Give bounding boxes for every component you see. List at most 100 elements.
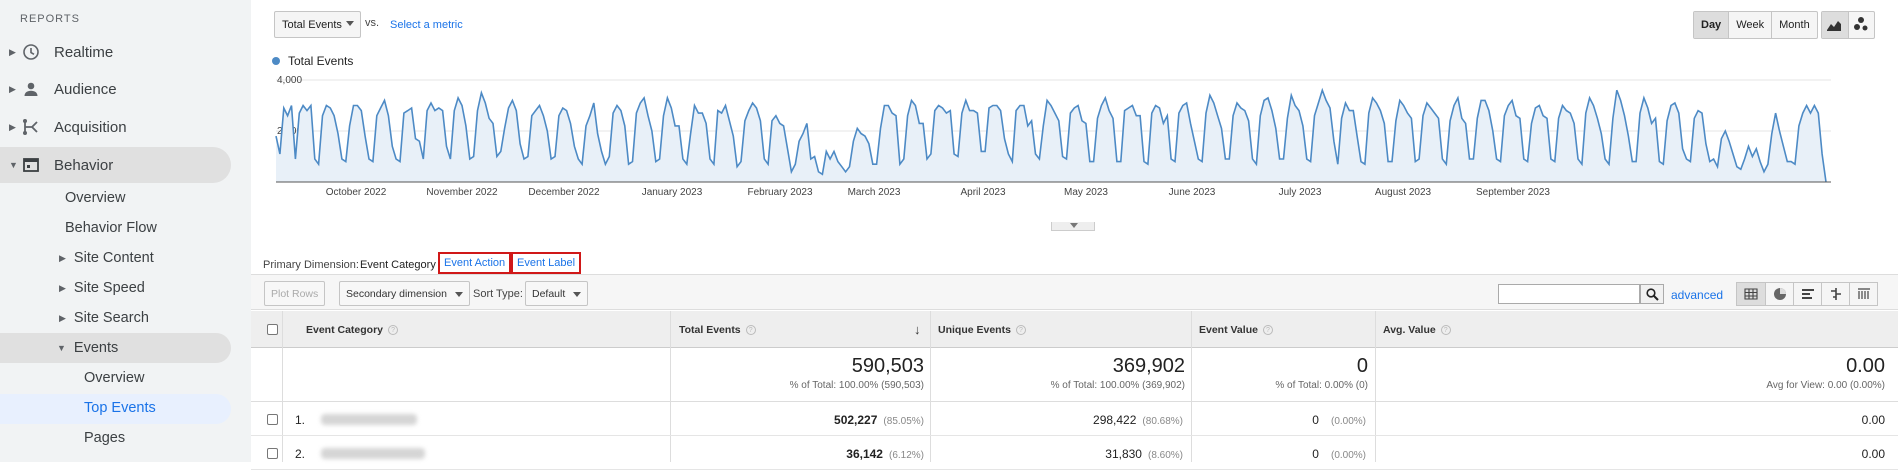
period-toggle: Day Week Month [1693,11,1818,39]
series-area [276,90,1826,182]
chart-collapse-tab[interactable] [1051,222,1095,231]
event-value-cell: 0 (0.00%) [1312,413,1366,427]
primary-dimension-current: Event Category [360,259,436,271]
table-toolbar: Plot Rows Secondary dimension Sort Type:… [251,274,1898,310]
sidebar-item-audience[interactable]: ▶ Audience [0,71,231,107]
motion-chart-button[interactable] [1848,12,1874,38]
x-tick-label: April 2023 [960,187,1005,198]
select-metric-link[interactable]: Select a metric [390,19,463,31]
primary-dimension-label: Primary Dimension: [263,259,359,271]
sidebar-item-label: Site Speed [73,280,145,296]
row-checkbox[interactable] [267,448,278,459]
sidebar-item-site-speed[interactable]: ▶ Site Speed [59,274,145,302]
row-checkbox[interactable] [267,414,278,425]
sidebar: REPORTS ▶ Realtime ▶ Audience ▶ Acquisit… [0,0,251,462]
table-search-input[interactable] [1498,284,1640,304]
sidebar-item-top-events[interactable]: Top Events [84,400,156,416]
y-tick-label: 4,000 [277,75,302,86]
x-tick-label: December 2022 [528,187,600,198]
avg-value-cell: 0.00 [1861,413,1885,427]
column-divider [1375,311,1376,462]
x-tick-label: June 2023 [1169,187,1216,198]
avg-value-subtext: Avg for View: 0.00 (0.00%) [1766,380,1885,391]
event-category-cell[interactable] [321,448,425,459]
period-week-button[interactable]: Week [1728,12,1771,38]
top-events-highlight [0,394,231,424]
sidebar-item-label: Site Search [73,310,149,326]
x-tick-label: August 2023 [1375,187,1432,198]
sidebar-item-site-content[interactable]: ▶ Site Content [59,244,154,272]
sidebar-item-realtime[interactable]: ▶ Realtime [0,34,231,70]
pivot-view-button[interactable] [1849,283,1877,305]
sidebar-item-acquisition[interactable]: ▶ Acquisition [0,109,231,145]
x-tick-label: May 2023 [1064,187,1108,198]
search-icon [1645,287,1659,301]
plot-rows-button[interactable]: Plot Rows [264,281,326,306]
search-button[interactable] [1640,284,1664,304]
person-icon [21,79,41,99]
sidebar-item-pages[interactable]: Pages [84,430,126,446]
expand-caret-icon: ▶ [9,121,16,132]
collapse-caret-icon: ▼ [9,160,18,170]
performance-view-button[interactable] [1793,283,1821,305]
sidebar-item-label: Site Content [73,250,154,266]
sidebar-item-events-overview[interactable]: Overview [84,370,145,386]
table-row: 2. 36,142 (6.12%) 31,830 (8.60%) 0 (0.00%) … [251,437,1898,470]
column-header-event-value[interactable]: Event Value? [1199,324,1273,336]
column-header-total-events[interactable]: Total Events? [679,324,756,336]
help-icon[interactable]: ? [1015,325,1026,336]
unique-events-value: 369,902 [1112,355,1185,377]
column-header-avg-value[interactable]: Avg. Value? [1383,324,1451,336]
chart-legend: Total Events [272,54,353,68]
sort-type-select[interactable]: Default [525,281,589,306]
x-tick-label: September 2023 [1476,187,1550,198]
metric-select[interactable]: Total Events [274,11,361,38]
pie-view-button[interactable] [1765,283,1793,305]
column-divider [670,311,671,462]
help-icon[interactable]: ? [1262,325,1273,336]
sidebar-item-site-search[interactable]: ▶ Site Search [59,304,149,332]
sidebar-item-behavior-overview[interactable]: Overview [65,190,126,206]
help-icon[interactable]: ? [388,325,399,336]
sidebar-item-behavior-flow[interactable]: Behavior Flow [65,220,157,236]
bubble-chart-icon [1854,17,1868,31]
x-tick-label: March 2023 [848,187,901,198]
column-header-unique-events[interactable]: Unique Events? [938,324,1026,336]
sort-descending-icon[interactable]: ↓ [914,322,921,337]
sidebar-item-events[interactable]: ▼ Events [57,334,118,362]
advanced-filter-link[interactable]: advanced [1671,288,1724,302]
sidebar-item-label: Events [73,340,119,356]
event-value-subtext: % of Total: 0.00% (0) [1275,380,1368,391]
collapse-caret-icon: ▼ [57,343,66,353]
select-all-checkbox[interactable] [267,324,278,335]
period-day-button[interactable]: Day [1694,12,1729,38]
vs-label: vs. [365,17,380,29]
total-events-subtext: % of Total: 100.00% (590,503) [789,380,924,391]
event-category-cell[interactable] [321,414,417,425]
column-header-event-category[interactable]: Event Category? [306,324,399,336]
column-divider [282,311,283,462]
line-chart-button[interactable] [1822,12,1848,38]
help-icon[interactable]: ? [745,325,756,336]
acquisition-icon [21,117,41,137]
comparison-view-button[interactable] [1821,283,1849,305]
event-action-link[interactable]: Event Action [438,252,512,274]
secondary-dimension-label: Secondary dimension [346,288,447,300]
period-month-button[interactable]: Month [1771,12,1817,38]
expand-caret-icon: ▶ [59,252,66,263]
secondary-dimension-select[interactable]: Secondary dimension [339,281,470,306]
unique-events-subtext: % of Total: 100.00% (369,902) [1050,380,1185,391]
dropdown-arrow-icon [346,21,354,26]
event-label-link[interactable]: Event Label [511,252,582,274]
sidebar-item-behavior[interactable]: ▼ Behavior [0,147,231,183]
sort-type-value: Default [532,288,566,300]
table-grid-icon [1744,288,1758,300]
legend-series-name: Total Events [288,54,354,68]
sort-type-label: Sort Type: [473,288,523,300]
avg-value-value: 0.00 [1846,355,1885,377]
help-icon[interactable]: ? [1440,325,1451,336]
data-table-view-button[interactable] [1737,283,1765,305]
expand-caret-icon: ▶ [9,83,16,94]
chart-type-toggle [1821,11,1875,39]
column-divider [1191,311,1192,462]
